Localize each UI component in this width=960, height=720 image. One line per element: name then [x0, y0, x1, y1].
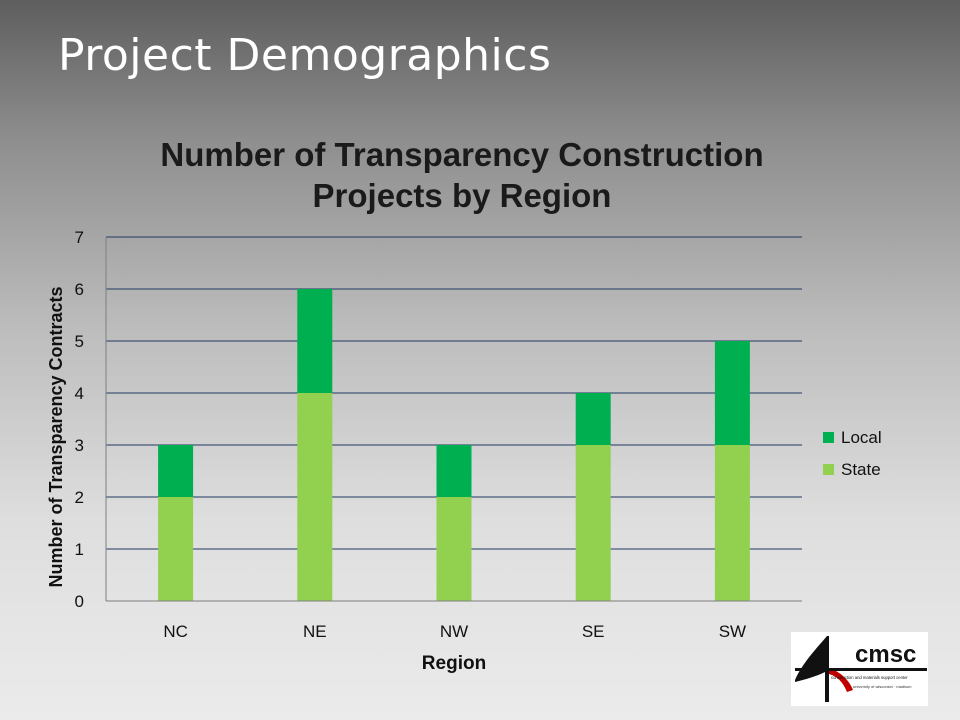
chart-title: Number of Transparency Construction Proj…	[100, 134, 824, 216]
y-tick-label: 6	[75, 280, 84, 299]
x-tick-label: NW	[440, 622, 468, 641]
chart-title-line-1: Number of Transparency Construction	[160, 136, 764, 173]
x-axis-title: Region	[422, 653, 486, 674]
bar-state-se	[575, 445, 611, 601]
cmsc-logo: cmsc construction and materials support …	[791, 632, 928, 706]
bar-local-nc	[158, 445, 194, 497]
chart-title-line-2: Projects by Region	[312, 177, 612, 214]
logo-mark-red	[829, 668, 853, 692]
bar-local-nw	[436, 445, 472, 497]
bar-local-se	[575, 393, 611, 445]
y-axis-title: Number of Transparency Contracts	[46, 286, 66, 587]
y-tick-label: 4	[75, 384, 84, 403]
logo-text: cmsc	[855, 641, 916, 668]
legend-label-local: Local	[841, 428, 882, 447]
legend-label-state: State	[841, 460, 881, 479]
x-tick-label: NC	[163, 622, 188, 641]
y-tick-label: 3	[75, 436, 84, 455]
bar-state-sw	[714, 445, 750, 601]
bar-state-ne	[297, 393, 333, 601]
bar-local-ne	[297, 289, 333, 393]
x-tick-label: NE	[303, 622, 327, 641]
bar-state-nw	[436, 497, 472, 601]
y-tick-label: 5	[75, 332, 84, 351]
slide-title: Project Demographics	[58, 30, 552, 81]
y-tick-label: 2	[75, 488, 84, 507]
legend-swatch-state	[823, 464, 834, 475]
logo-university: university of wisconsin · madison	[853, 684, 911, 689]
y-tick-label: 1	[75, 540, 84, 559]
y-tick-label: 0	[75, 592, 84, 611]
x-tick-label: SE	[582, 622, 605, 641]
y-tick-label: 7	[75, 228, 84, 247]
x-tick-label: SW	[719, 622, 746, 641]
legend-swatch-local	[823, 432, 834, 443]
logo-subtitle: construction and materials support cente…	[831, 675, 908, 680]
bar-state-nc	[158, 497, 194, 601]
bar-local-sw	[714, 341, 750, 445]
